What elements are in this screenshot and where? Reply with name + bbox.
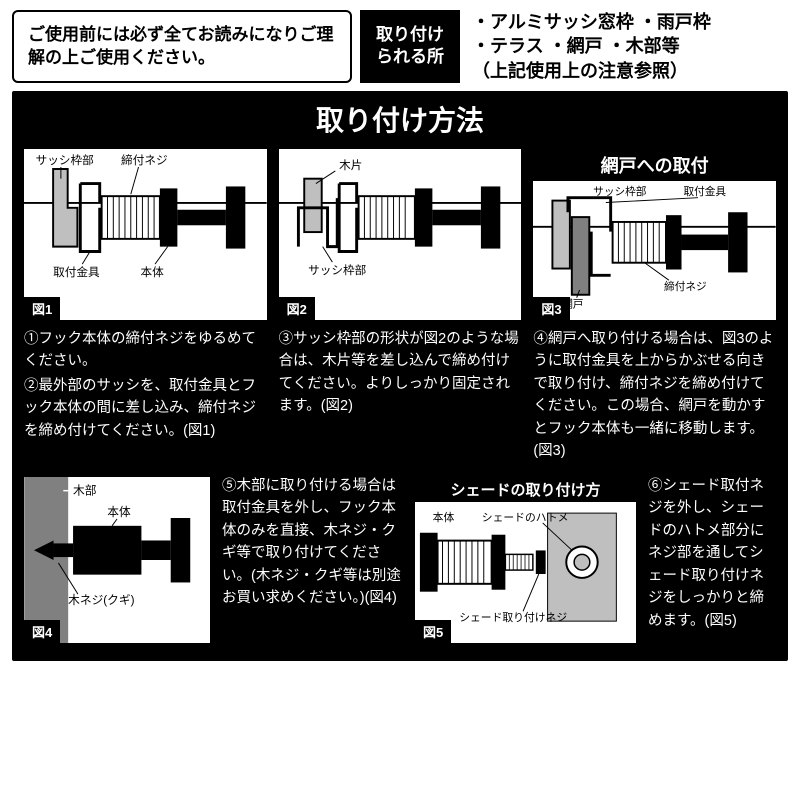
fig1-desc: ①フック本体の締付ネジをゆるめてください。 ②最外部のサッシを、取付金具とフック… xyxy=(22,328,269,444)
svg-text:木ネジ(クギ): 木ネジ(クギ) xyxy=(68,594,134,607)
svg-text:木片: 木片 xyxy=(339,159,362,172)
svg-text:サッシ枠部: サッシ枠部 xyxy=(594,185,648,198)
desc-text: ②最外部のサッシを、取付金具とフック本体の間に差し込み、締付ネジを締め付けてくだ… xyxy=(24,375,267,442)
attach-label: 取り付けられる所 xyxy=(360,10,460,83)
cell-fig5: シェードの取り付け方 xyxy=(413,475,638,651)
svg-text:取付金具: 取付金具 xyxy=(684,185,727,198)
cell-fig5-text: ⑥シェード取付ネジを外し、シェードのハトメ部分にネジ部を通してシェード取り付けネ… xyxy=(646,475,778,651)
panel-title: 取り付け方法 xyxy=(22,99,778,139)
diagram-fig4: 木部 本体 木ネジ(クギ) 図4 xyxy=(22,475,212,645)
fig5-title: シェードの取り付け方 xyxy=(415,477,636,502)
svg-text:本体: 本体 xyxy=(433,510,455,524)
desc-text: ⑤木部に取り付ける場合は取付金具を外し、フック本体のみを直接、木ネジ・クギ等で取… xyxy=(222,475,403,610)
svg-text:締付ネジ: 締付ネジ xyxy=(664,280,707,293)
diagram-fig1: サッシ枠部 締付ネジ 取付金具 本体 図1 xyxy=(22,147,269,322)
desc-text: ③サッシ枠部の形状が図2のような場合は、木片等を差し込んで締め付けてください。よ… xyxy=(279,328,522,418)
fig2-desc: ③サッシ枠部の形状が図2のような場合は、木片等を差し込んで締め付けてください。よ… xyxy=(277,328,524,420)
attach-item: （上記使用上の注意参照） xyxy=(472,59,711,83)
header-row: ご使用前には必ず全てお読みになりご理解の上ご使用ください。 取り付けられる所 ・… xyxy=(12,10,788,83)
svg-text:本体: 本体 xyxy=(140,265,164,279)
svg-text:シェード取り付けネジ: シェード取り付けネジ xyxy=(459,611,567,624)
cell-fig4-text: ⑤木部に取り付ける場合は取付金具を外し、フック本体のみを直接、木ネジ・クギ等で取… xyxy=(220,475,405,651)
attach-label-text: 取り付けられる所 xyxy=(370,24,450,68)
fig2-svg: 木片 サッシ枠部 xyxy=(279,149,522,320)
cell-fig4: 木部 本体 木ネジ(クギ) 図4 xyxy=(22,475,212,651)
caution-box: ご使用前には必ず全てお読みになりご理解の上ご使用ください。 xyxy=(12,10,352,83)
diagram-fig2: 木片 サッシ枠部 図2 xyxy=(277,147,524,322)
caution-text: ご使用前には必ず全てお読みになりご理解の上ご使用ください。 xyxy=(28,23,336,71)
fig-tag: 図1 xyxy=(24,297,60,320)
fig-tag: 図4 xyxy=(24,620,60,643)
attach-item: ・アルミサッシ窓枠 ・雨戸枠 xyxy=(472,10,711,34)
svg-text:サッシ枠部: サッシ枠部 xyxy=(36,153,95,167)
fig3-title: 網戸への取付 xyxy=(533,149,776,181)
diagram-fig5: シェードの取り付け方 xyxy=(413,475,638,645)
svg-text:取付金具: 取付金具 xyxy=(53,265,100,279)
row-2: 木部 本体 木ネジ(クギ) 図4 xyxy=(22,475,778,651)
desc-text: ④網戸へ取り付ける場合は、図3のように取付金具を上からかぶせる向きで取り付け、締… xyxy=(533,328,776,463)
svg-text:本体: 本体 xyxy=(107,505,131,519)
cell-fig3: 網戸への取付 xyxy=(531,147,778,465)
fig3-svg: サッシ枠部 取付金具 網戸 締付ネジ xyxy=(533,181,776,322)
desc-text: ⑥シェード取付ネジを外し、シェードのハトメ部分にネジ部を通してシェード取り付けネ… xyxy=(648,475,776,632)
fig4-desc: ⑤木部に取り付ける場合は取付金具を外し、フック本体のみを直接、木ネジ・クギ等で取… xyxy=(220,475,405,612)
row-1: サッシ枠部 締付ネジ 取付金具 本体 図1 ①フック本体の締付ネジをゆるめてくだ… xyxy=(22,147,778,465)
fig-tag: 図5 xyxy=(415,620,451,643)
page: ご使用前には必ず全てお読みになりご理解の上ご使用ください。 取り付けられる所 ・… xyxy=(0,0,800,800)
attach-list: ・アルミサッシ窓枠 ・雨戸枠 ・テラス ・網戸 ・木部等 （上記使用上の注意参照… xyxy=(468,10,711,83)
fig3-desc: ④網戸へ取り付ける場合は、図3のように取付金具を上からかぶせる向きで取り付け、締… xyxy=(531,328,778,465)
svg-text:サッシ枠部: サッシ枠部 xyxy=(308,263,367,277)
diagram-fig3: 網戸への取付 xyxy=(531,147,778,322)
main-panel: 取り付け方法 xyxy=(12,91,788,661)
fig1-svg: サッシ枠部 締付ネジ 取付金具 本体 xyxy=(24,149,267,320)
fig-tag: 図2 xyxy=(279,297,315,320)
svg-text:シェードのハトメ: シェードのハトメ xyxy=(482,512,569,524)
desc-text: ①フック本体の締付ネジをゆるめてください。 xyxy=(24,328,267,373)
svg-text:木部: 木部 xyxy=(73,483,97,497)
cell-fig1: サッシ枠部 締付ネジ 取付金具 本体 図1 ①フック本体の締付ネジをゆるめてくだ… xyxy=(22,147,269,465)
attach-item: ・テラス ・網戸 ・木部等 xyxy=(472,34,711,58)
fig4-svg: 木部 本体 木ネジ(クギ) xyxy=(24,477,210,643)
fig-tag: 図3 xyxy=(533,297,569,320)
fig5-desc: ⑥シェード取付ネジを外し、シェードのハトメ部分にネジ部を通してシェード取り付けネ… xyxy=(646,475,778,634)
svg-text:締付ネジ: 締付ネジ xyxy=(121,153,168,167)
cell-fig2: 木片 サッシ枠部 図2 ③サッシ枠部の形状が図2のような場合は、木片等を差し込ん… xyxy=(277,147,524,465)
